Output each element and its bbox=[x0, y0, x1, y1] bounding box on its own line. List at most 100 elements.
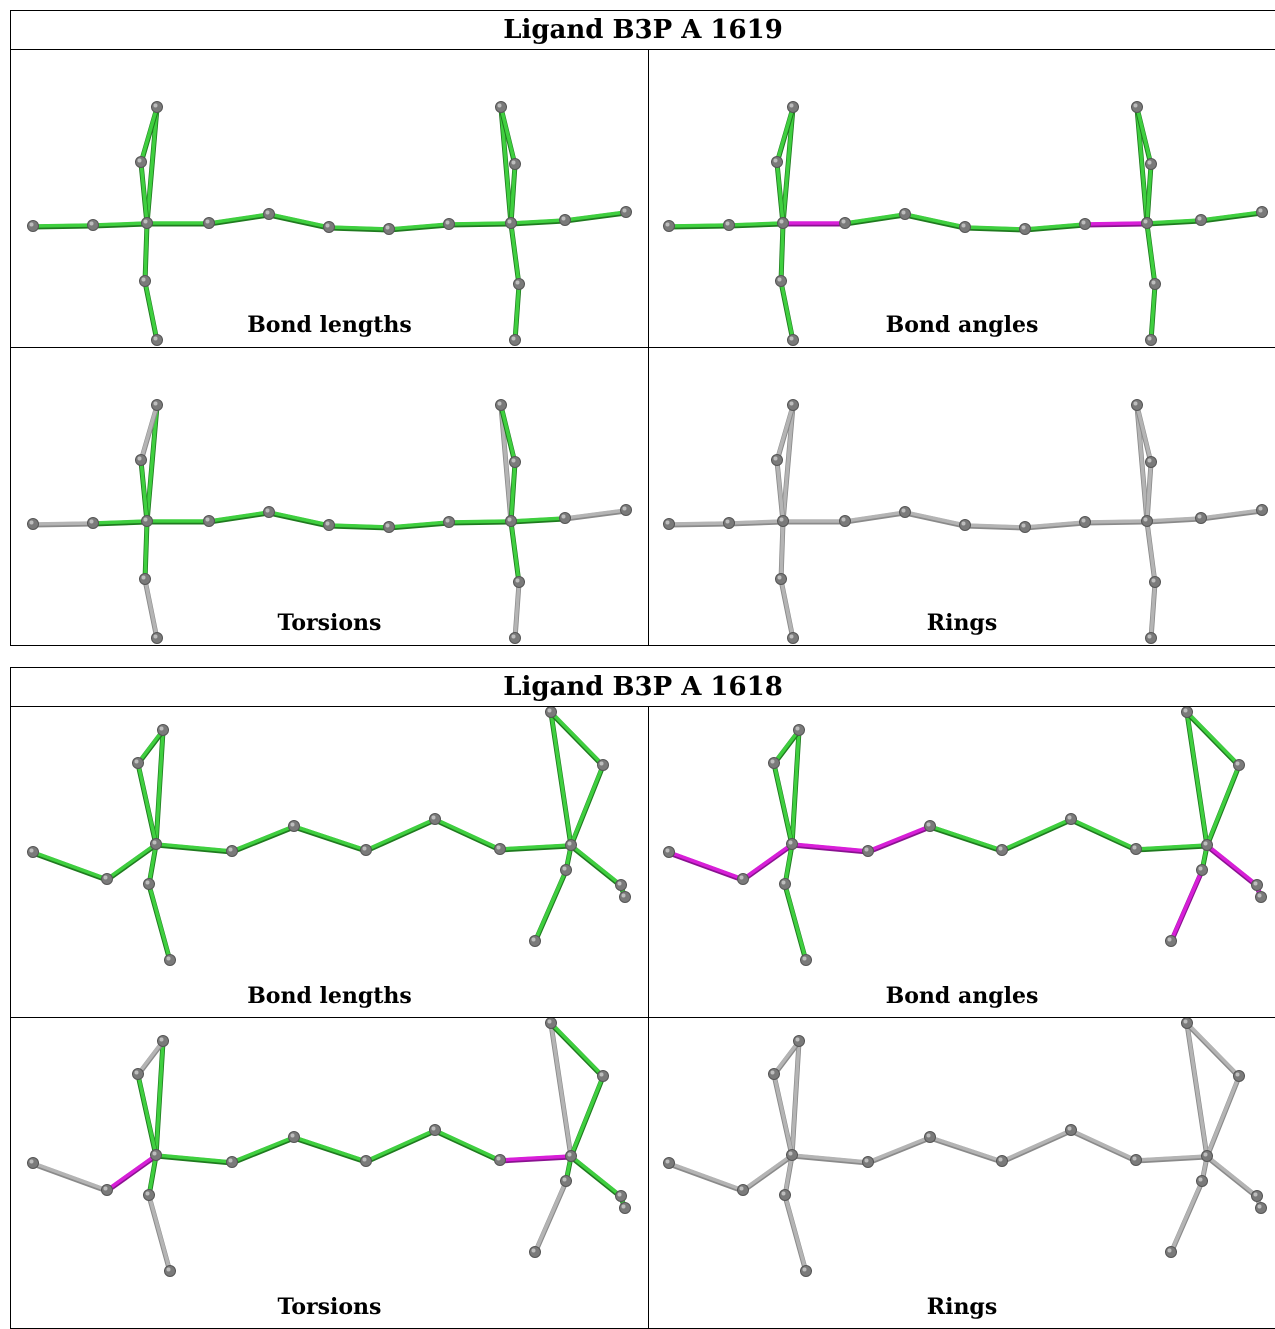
bond bbox=[741, 842, 794, 881]
bond bbox=[1069, 817, 1138, 851]
atom bbox=[495, 399, 507, 411]
atom bbox=[615, 879, 627, 891]
bond bbox=[549, 1021, 605, 1078]
bond bbox=[843, 510, 907, 523]
atom bbox=[663, 518, 675, 530]
atom bbox=[513, 278, 525, 290]
atom bbox=[157, 724, 169, 736]
atom-highlight bbox=[137, 158, 142, 163]
atom-highlight bbox=[926, 1133, 931, 1138]
molecule-bond-lengths bbox=[27, 707, 631, 966]
atom-highlight bbox=[622, 208, 627, 213]
atom-highlight bbox=[739, 875, 744, 880]
atom bbox=[839, 515, 851, 527]
atom-highlight bbox=[779, 517, 784, 522]
bond bbox=[667, 1161, 745, 1192]
atom bbox=[443, 516, 455, 528]
atom-highlight bbox=[1143, 219, 1148, 224]
atom-highlight bbox=[864, 847, 869, 852]
atom-highlight bbox=[561, 514, 566, 519]
atom bbox=[1019, 223, 1031, 235]
atom-highlight bbox=[89, 221, 94, 226]
atom-highlight bbox=[617, 881, 622, 886]
bond bbox=[267, 510, 331, 527]
bond bbox=[364, 817, 437, 852]
atom bbox=[1141, 217, 1153, 229]
atom bbox=[1255, 1202, 1267, 1214]
bond bbox=[267, 212, 331, 229]
atom-highlight bbox=[1183, 1019, 1188, 1024]
bond bbox=[1199, 210, 1264, 222]
atom bbox=[663, 846, 675, 858]
atom-highlight bbox=[841, 219, 846, 224]
atom-highlight bbox=[159, 1037, 164, 1042]
bond bbox=[1145, 218, 1203, 225]
atom bbox=[959, 519, 971, 531]
atom bbox=[1201, 1150, 1213, 1162]
bond bbox=[292, 824, 368, 852]
atom bbox=[1131, 399, 1143, 411]
atom-highlight bbox=[497, 103, 502, 108]
bond bbox=[387, 520, 451, 529]
atom-highlight bbox=[1203, 1152, 1208, 1157]
bond bbox=[1083, 519, 1149, 524]
bond bbox=[139, 160, 149, 225]
bond bbox=[31, 521, 95, 526]
bond bbox=[1135, 403, 1149, 523]
atom bbox=[150, 838, 162, 850]
bond bbox=[509, 519, 521, 584]
atom bbox=[141, 217, 153, 229]
atom bbox=[800, 1265, 812, 1277]
bond bbox=[145, 105, 159, 225]
atom-highlight bbox=[599, 1072, 604, 1077]
bond bbox=[783, 1193, 808, 1273]
atom bbox=[786, 1149, 798, 1161]
atom-highlight bbox=[496, 845, 501, 850]
atom-highlight bbox=[362, 1157, 367, 1162]
molecule-bond-lengths bbox=[27, 101, 632, 346]
atom bbox=[141, 515, 153, 527]
bond bbox=[143, 279, 159, 342]
bond bbox=[364, 1128, 437, 1163]
atom bbox=[360, 844, 372, 856]
atom-highlight bbox=[507, 517, 512, 522]
atom bbox=[150, 1149, 162, 1161]
bond bbox=[1145, 460, 1153, 523]
atom bbox=[1131, 101, 1143, 113]
atom-highlight bbox=[431, 815, 436, 820]
atom bbox=[1256, 504, 1268, 516]
atom bbox=[288, 820, 300, 832]
atom-highlight bbox=[290, 822, 295, 827]
atom bbox=[1201, 839, 1213, 851]
atom bbox=[429, 1124, 441, 1136]
bond bbox=[143, 577, 159, 640]
bond bbox=[569, 843, 623, 887]
caption-rings: Rings bbox=[926, 1294, 998, 1320]
atom bbox=[545, 707, 557, 718]
bond bbox=[154, 842, 234, 853]
atom-highlight bbox=[622, 506, 627, 511]
atom-highlight bbox=[1067, 815, 1072, 820]
bond bbox=[903, 212, 967, 229]
atom bbox=[1145, 456, 1157, 468]
bond bbox=[499, 105, 513, 225]
atom bbox=[779, 878, 791, 890]
atom-highlight bbox=[152, 840, 157, 845]
atom-highlight bbox=[621, 893, 626, 898]
atom bbox=[786, 838, 798, 850]
atom bbox=[27, 846, 39, 858]
bond bbox=[563, 508, 628, 520]
atom-highlight bbox=[29, 1159, 34, 1164]
atom bbox=[597, 759, 609, 771]
bond bbox=[1069, 1128, 1138, 1162]
bond bbox=[499, 105, 517, 166]
atom bbox=[620, 504, 632, 516]
bond bbox=[143, 519, 149, 581]
atom bbox=[737, 873, 749, 885]
atom-highlight bbox=[665, 848, 670, 853]
atom bbox=[787, 101, 799, 113]
atom-highlight bbox=[141, 277, 146, 282]
atom-highlight bbox=[152, 1151, 157, 1156]
atom-highlight bbox=[511, 634, 516, 639]
atom bbox=[800, 954, 812, 966]
